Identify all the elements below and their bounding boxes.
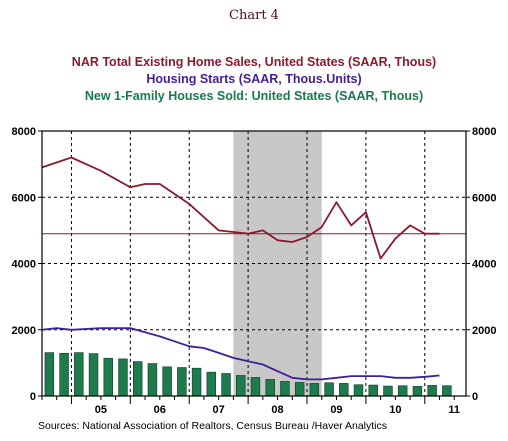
- bar-new-home-sales: [147, 363, 158, 397]
- bar-new-home-sales: [59, 352, 69, 397]
- y-tick-label-right: 6000: [472, 192, 496, 204]
- x-tick-label: 11: [448, 404, 460, 416]
- series-line-housing-starts: [41, 327, 440, 381]
- bar-new-home-sales: [118, 358, 128, 397]
- bar-new-home-sales: [294, 382, 305, 397]
- bar-new-home-sales: [44, 352, 55, 397]
- x-tick-label: 07: [213, 404, 225, 416]
- bar-new-home-sales: [206, 371, 217, 397]
- bar-new-home-sales: [191, 367, 202, 397]
- y-tick-label-left: 0: [30, 391, 36, 403]
- bar-new-home-sales: [383, 385, 393, 397]
- bar-new-home-sales: [250, 377, 261, 397]
- chart-supertitle: Chart 4: [229, 8, 279, 23]
- y-tick-label-left: 4000: [12, 259, 36, 271]
- bar-new-home-sales: [427, 385, 437, 397]
- x-tick-label: 05: [95, 404, 107, 416]
- x-tick-label: 10: [389, 404, 401, 416]
- bar-new-home-sales: [221, 373, 231, 397]
- bar-new-home-sales: [280, 381, 290, 397]
- bar-new-home-sales: [236, 375, 246, 397]
- y-tick-label-left: 2000: [12, 325, 36, 337]
- y-tick-label-right: 0: [472, 391, 478, 403]
- series-line-existing-home-sales: [41, 156, 440, 260]
- bar-new-home-sales: [88, 353, 99, 397]
- bar-new-home-sales: [265, 379, 275, 397]
- bar-new-home-sales: [412, 386, 423, 397]
- x-tick-label: 09: [330, 404, 342, 416]
- y-tick-label-left: 8000: [12, 126, 36, 138]
- chart-title-starts: Housing Starts (SAAR, Thous.Units): [146, 72, 361, 86]
- plot-area: 0 0 2000 2000 4000 4000 6000 6000 8000 8000 05 06 07…: [12, 126, 497, 416]
- bar-new-home-sales: [353, 384, 364, 397]
- bar-new-home-sales: [309, 383, 320, 397]
- bar-new-home-sales: [368, 384, 378, 397]
- bar-new-home-sales: [177, 367, 187, 397]
- x-tick-label: 08: [271, 404, 283, 416]
- chart-source: Sources: National Association of Realtor…: [38, 420, 387, 432]
- chart-title-sales: NAR Total Existing Home Sales, United St…: [72, 55, 436, 69]
- bar-new-home-sales: [339, 383, 349, 397]
- bar-new-home-sales: [103, 357, 113, 397]
- y-tick-label-right: 8000: [472, 126, 496, 138]
- bar-new-home-sales: [162, 366, 172, 397]
- bar-new-home-sales: [324, 382, 334, 397]
- y-tick-label-right: 4000: [472, 259, 496, 271]
- y-tick-label-left: 6000: [12, 192, 36, 204]
- bar-new-home-sales: [442, 385, 452, 397]
- y-tick-label-right: 2000: [472, 325, 496, 337]
- chart-title-new: New 1-Family Houses Sold: United States …: [85, 89, 423, 103]
- bar-new-home-sales: [397, 385, 408, 397]
- bar-new-home-sales: [74, 352, 84, 397]
- bar-new-home-sales: [132, 361, 143, 397]
- x-tick-label: 06: [154, 404, 166, 416]
